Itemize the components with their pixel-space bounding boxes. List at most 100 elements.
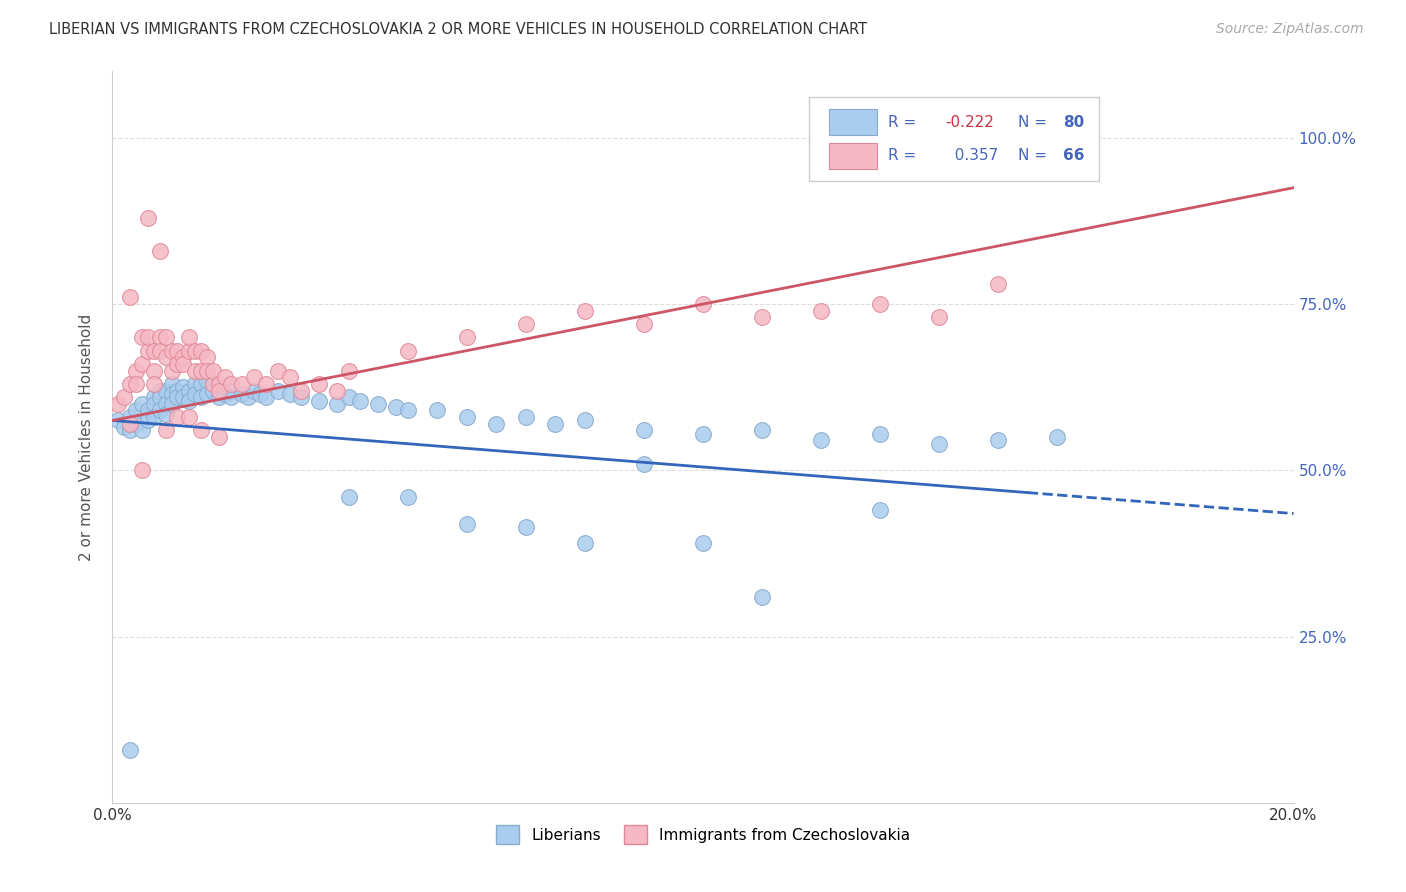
- Text: R =: R =: [889, 148, 921, 163]
- Point: [131, 330, 153, 344]
- Point: [142, 390, 165, 404]
- Point: [179, 343, 201, 358]
- Point: [751, 590, 773, 604]
- Point: [131, 357, 153, 371]
- Point: [456, 516, 478, 531]
- Point: [810, 303, 832, 318]
- Point: [308, 393, 330, 408]
- Point: [136, 211, 159, 225]
- Point: [120, 742, 142, 756]
- Text: -0.222: -0.222: [945, 114, 994, 129]
- Point: [125, 417, 148, 431]
- FancyBboxPatch shape: [810, 97, 1098, 181]
- Point: [201, 376, 224, 391]
- Point: [155, 424, 177, 438]
- Point: [267, 363, 290, 377]
- Point: [160, 363, 183, 377]
- Point: [184, 376, 207, 391]
- Point: [142, 363, 165, 377]
- Point: [201, 384, 224, 398]
- Point: [349, 393, 371, 408]
- Point: [201, 363, 224, 377]
- Text: N =: N =: [1018, 114, 1052, 129]
- Point: [149, 244, 172, 258]
- Point: [456, 330, 478, 344]
- Point: [243, 370, 266, 384]
- Point: [254, 376, 277, 391]
- Point: [208, 430, 231, 444]
- Bar: [830, 109, 876, 136]
- Point: [172, 351, 194, 365]
- Point: [987, 277, 1010, 292]
- Point: [149, 390, 172, 404]
- Point: [515, 520, 537, 534]
- Point: [149, 403, 172, 417]
- Point: [120, 376, 142, 391]
- Point: [190, 363, 212, 377]
- Point: [290, 390, 312, 404]
- Point: [155, 351, 177, 365]
- Point: [160, 397, 183, 411]
- Point: [166, 384, 188, 398]
- Point: [337, 363, 360, 377]
- Point: [160, 376, 183, 391]
- Point: [231, 387, 253, 401]
- Point: [869, 297, 891, 311]
- Point: [166, 357, 188, 371]
- Point: [155, 397, 177, 411]
- Point: [190, 424, 212, 438]
- Point: [337, 390, 360, 404]
- Point: [190, 376, 212, 391]
- Point: [195, 374, 218, 388]
- Point: [208, 376, 231, 391]
- Point: [195, 387, 218, 401]
- Point: [155, 407, 177, 421]
- Point: [125, 403, 148, 417]
- Point: [308, 376, 330, 391]
- Point: [243, 384, 266, 398]
- Point: [142, 343, 165, 358]
- Point: [633, 457, 655, 471]
- Point: [1046, 430, 1069, 444]
- Point: [515, 410, 537, 425]
- Point: [136, 413, 159, 427]
- Text: 80: 80: [1063, 114, 1084, 129]
- Point: [692, 426, 714, 441]
- Point: [231, 376, 253, 391]
- Point: [149, 343, 172, 358]
- Point: [238, 390, 260, 404]
- Text: 0.357: 0.357: [945, 148, 998, 163]
- Point: [326, 397, 349, 411]
- Point: [190, 390, 212, 404]
- Point: [928, 310, 950, 325]
- Point: [149, 330, 172, 344]
- Point: [179, 330, 201, 344]
- Point: [179, 410, 201, 425]
- Point: [208, 384, 231, 398]
- Point: [195, 363, 218, 377]
- Point: [120, 424, 142, 438]
- Point: [396, 343, 419, 358]
- Point: [515, 317, 537, 331]
- Point: [195, 351, 218, 365]
- Point: [184, 343, 207, 358]
- Point: [367, 397, 389, 411]
- Point: [166, 343, 188, 358]
- Point: [544, 417, 567, 431]
- Point: [120, 417, 142, 431]
- Point: [692, 297, 714, 311]
- Point: [172, 390, 194, 404]
- Text: LIBERIAN VS IMMIGRANTS FROM CZECHOSLOVAKIA 2 OR MORE VEHICLES IN HOUSEHOLD CORRE: LIBERIAN VS IMMIGRANTS FROM CZECHOSLOVAK…: [49, 22, 868, 37]
- Point: [142, 376, 165, 391]
- Point: [219, 376, 242, 391]
- Point: [396, 490, 419, 504]
- Point: [179, 393, 201, 408]
- Point: [172, 380, 194, 394]
- Point: [142, 397, 165, 411]
- Point: [574, 536, 596, 550]
- Point: [142, 410, 165, 425]
- Point: [155, 384, 177, 398]
- Bar: [830, 143, 876, 169]
- Point: [136, 403, 159, 417]
- Point: [155, 330, 177, 344]
